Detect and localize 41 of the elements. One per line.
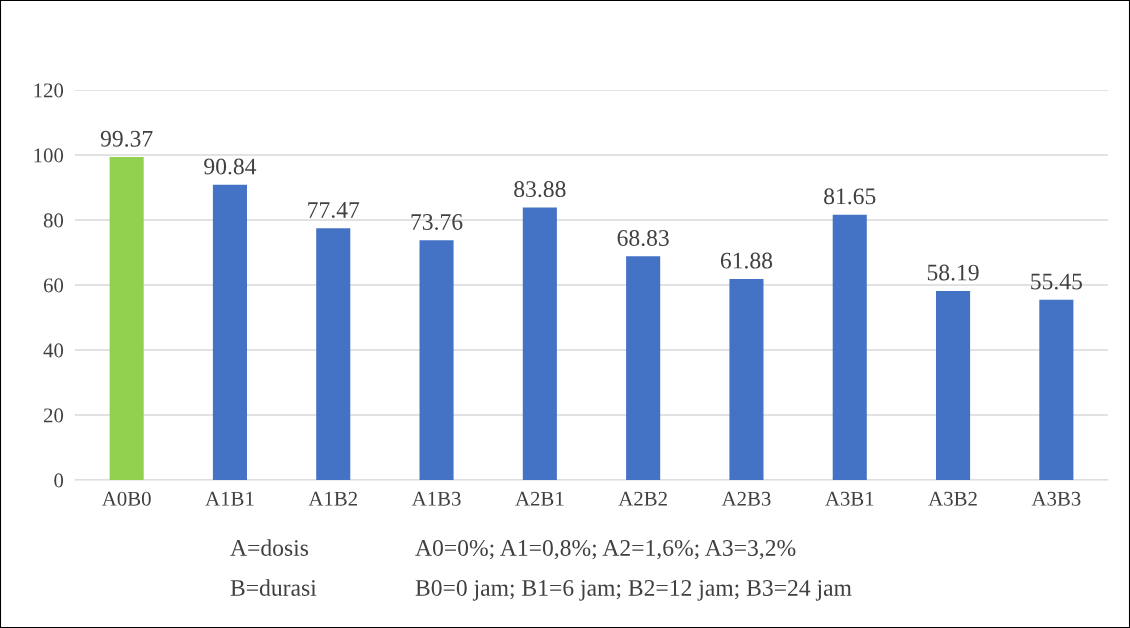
y-tick-label: 60 [43,278,64,293]
y-tick-label: 20 [43,408,64,423]
data-label: 90.84 [204,158,257,175]
text: B0=0 jam; B1=6 jam; B2=12 jam; B3=24 jam [415,579,852,601]
bar [936,290,971,480]
bar [832,214,867,480]
bar [419,240,454,480]
x-tick-label: A2B2 [618,491,667,506]
data-label: 99.37 [100,130,153,147]
y-tick-label: 40 [43,343,64,358]
y-tick-label: 80 [43,213,64,228]
bar [626,256,661,480]
data-label: 55.45 [1031,273,1082,290]
data-label: 83.88 [514,181,566,198]
y-tick-label: 120 [34,83,64,98]
text: A=dosis [230,539,309,556]
text: A0=0%; A1=0,8%; A2=1,6%; A3=3,2% [415,539,796,560]
bar [316,228,351,480]
data-label: 73.76 [411,214,463,231]
x-tick-label: A3B3 [1031,491,1081,506]
x-tick-label: A2B3 [721,491,771,506]
y-tick-label: 100 [34,148,64,163]
x-tick-label: A2B1 [515,491,564,506]
x-tick-label: A3B1 [825,491,874,506]
text: B=durasi [230,579,317,596]
x-tick-label: A0B0 [101,491,151,506]
data-label: 81.65 [824,188,876,205]
x-tick-label: A1B1 [205,491,254,506]
data-label: 61.88 [720,252,773,269]
bar [729,278,764,480]
data-label: 68.83 [617,230,669,247]
x-tick-label: A1B3 [411,491,461,506]
bar [1039,299,1074,480]
y-tick-label: 0 [54,473,64,488]
x-tick-label: A3B2 [928,491,977,506]
bar [109,157,144,480]
data-label: 58.19 [927,264,979,281]
bar [522,207,557,480]
x-tick-label: A1B2 [308,491,357,506]
data-label: 77.47 [308,202,360,218]
bar [212,184,247,480]
